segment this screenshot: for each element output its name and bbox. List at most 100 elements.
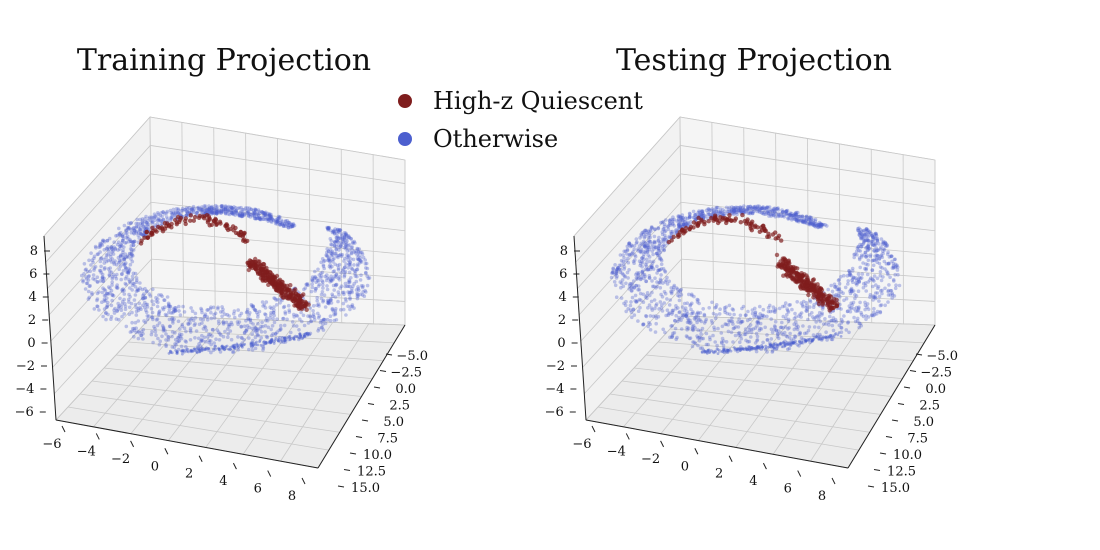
- point-otherwise: [305, 331, 309, 335]
- point-otherwise: [156, 336, 160, 341]
- point-otherwise: [886, 300, 890, 304]
- point-otherwise: [870, 234, 874, 238]
- point-otherwise: [168, 208, 173, 213]
- point-otherwise: [632, 313, 637, 317]
- point-otherwise: [677, 298, 682, 303]
- point-otherwise: [711, 333, 715, 338]
- point-otherwise: [167, 307, 172, 312]
- panel-title: Testing Projection: [616, 43, 892, 78]
- point-high-z: [154, 229, 159, 234]
- y-tick-label: −5.0: [396, 349, 428, 364]
- point-otherwise: [309, 319, 313, 323]
- point-otherwise: [858, 242, 862, 247]
- y-tick-mark: [361, 419, 369, 422]
- point-otherwise: [206, 210, 211, 214]
- point-otherwise: [176, 319, 181, 324]
- point-otherwise: [287, 223, 292, 227]
- x-tick-label: 2: [185, 467, 193, 482]
- point-otherwise: [866, 315, 871, 319]
- point-otherwise: [156, 218, 161, 222]
- point-otherwise: [308, 331, 313, 336]
- point-otherwise: [790, 307, 794, 312]
- point-otherwise: [270, 324, 275, 328]
- point-otherwise: [805, 309, 809, 313]
- point-otherwise: [118, 233, 123, 238]
- point-otherwise: [130, 288, 134, 292]
- point-otherwise: [106, 312, 110, 317]
- point-otherwise: [110, 275, 115, 279]
- point-otherwise: [253, 335, 258, 340]
- point-otherwise: [864, 227, 869, 231]
- point-otherwise: [352, 263, 356, 267]
- point-otherwise: [100, 275, 105, 280]
- point-high-z: [230, 224, 236, 229]
- point-otherwise: [642, 249, 646, 254]
- point-otherwise: [736, 206, 741, 210]
- point-otherwise: [98, 256, 103, 261]
- point-otherwise: [252, 214, 257, 218]
- point-otherwise: [634, 272, 638, 277]
- point-otherwise: [824, 336, 828, 339]
- point-otherwise: [119, 253, 123, 257]
- point-otherwise: [660, 220, 665, 225]
- point-otherwise: [267, 217, 272, 222]
- point-otherwise: [828, 314, 832, 319]
- point-otherwise: [223, 207, 227, 211]
- point-otherwise: [836, 278, 841, 283]
- point-otherwise: [254, 208, 258, 212]
- point-otherwise: [84, 275, 88, 279]
- point-otherwise: [332, 256, 336, 261]
- point-otherwise: [226, 204, 231, 209]
- point-otherwise: [128, 330, 133, 334]
- point-otherwise: [134, 225, 138, 230]
- point-otherwise: [855, 319, 860, 323]
- point-otherwise: [326, 256, 331, 260]
- point-otherwise: [676, 293, 680, 298]
- point-high-z: [291, 288, 297, 293]
- point-otherwise: [261, 346, 266, 350]
- point-otherwise: [255, 216, 260, 220]
- point-otherwise: [243, 342, 247, 346]
- point-otherwise: [653, 306, 657, 311]
- point-otherwise: [245, 211, 249, 216]
- point-otherwise: [203, 314, 207, 318]
- point-otherwise: [288, 334, 292, 338]
- point-otherwise: [690, 326, 695, 331]
- point-otherwise: [669, 324, 673, 328]
- point-otherwise: [118, 244, 122, 248]
- point-otherwise: [679, 318, 683, 323]
- x-tick-label: 4: [749, 474, 757, 489]
- point-otherwise: [852, 276, 856, 280]
- point-otherwise: [799, 340, 804, 345]
- point-otherwise: [327, 258, 331, 262]
- point-otherwise: [214, 337, 218, 342]
- point-otherwise: [765, 314, 769, 319]
- point-otherwise: [361, 255, 366, 260]
- point-otherwise: [866, 258, 871, 263]
- point-otherwise: [334, 282, 338, 287]
- point-otherwise: [235, 342, 239, 346]
- point-otherwise: [342, 238, 347, 242]
- point-otherwise: [344, 299, 348, 303]
- grid-z-back: [150, 201, 406, 232]
- point-otherwise: [889, 254, 894, 258]
- point-otherwise: [646, 245, 650, 250]
- point-otherwise: [101, 286, 105, 291]
- point-otherwise: [859, 312, 864, 317]
- point-otherwise: [666, 224, 670, 228]
- point-otherwise: [336, 239, 340, 244]
- point-otherwise: [159, 219, 163, 224]
- point-otherwise: [129, 257, 133, 261]
- point-otherwise: [285, 336, 289, 339]
- point-otherwise: [679, 327, 684, 331]
- point-otherwise: [250, 213, 255, 218]
- point-otherwise: [790, 340, 795, 345]
- point-otherwise: [281, 316, 286, 321]
- point-otherwise: [175, 350, 179, 354]
- point-otherwise: [160, 214, 164, 219]
- x-tick-mark: [61, 425, 66, 433]
- point-otherwise: [799, 336, 804, 341]
- point-otherwise: [182, 310, 187, 314]
- x-tick-label: 6: [784, 482, 792, 497]
- point-otherwise: [116, 307, 121, 311]
